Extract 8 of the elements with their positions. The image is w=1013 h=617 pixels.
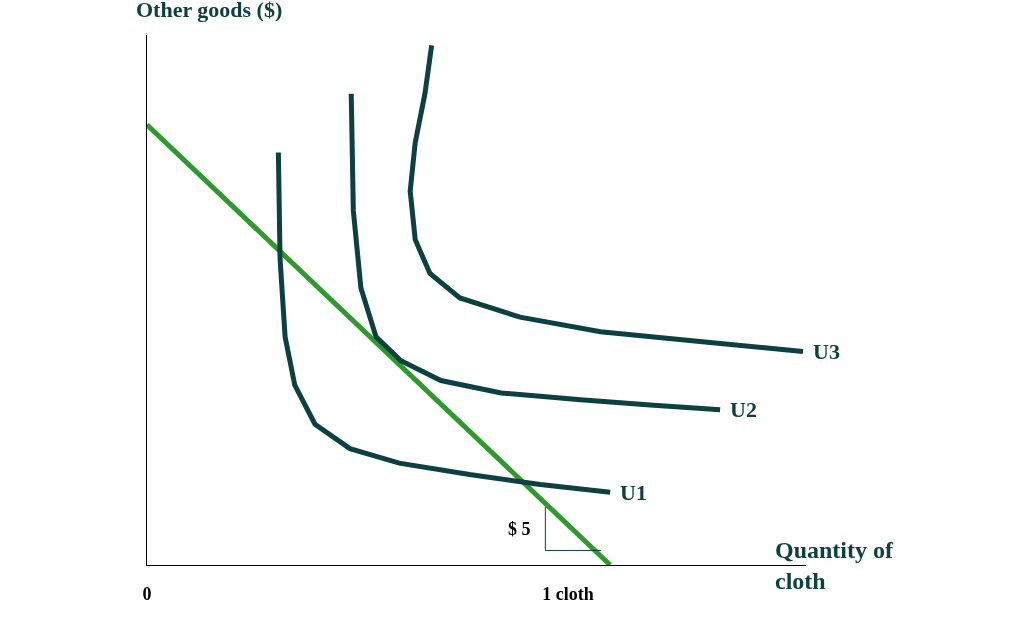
series-label: U2 (730, 397, 757, 422)
annotation: $ 5 (508, 519, 531, 539)
x-axis-title: Quantity of cloth (775, 537, 895, 595)
x-tick-label: 1 cloth (542, 583, 594, 604)
y-axis-title: Other goods ($) (136, 0, 283, 22)
x-tick-label: 0 (142, 583, 152, 604)
series-label: U3 (813, 339, 840, 364)
series-label: U1 (620, 480, 647, 505)
